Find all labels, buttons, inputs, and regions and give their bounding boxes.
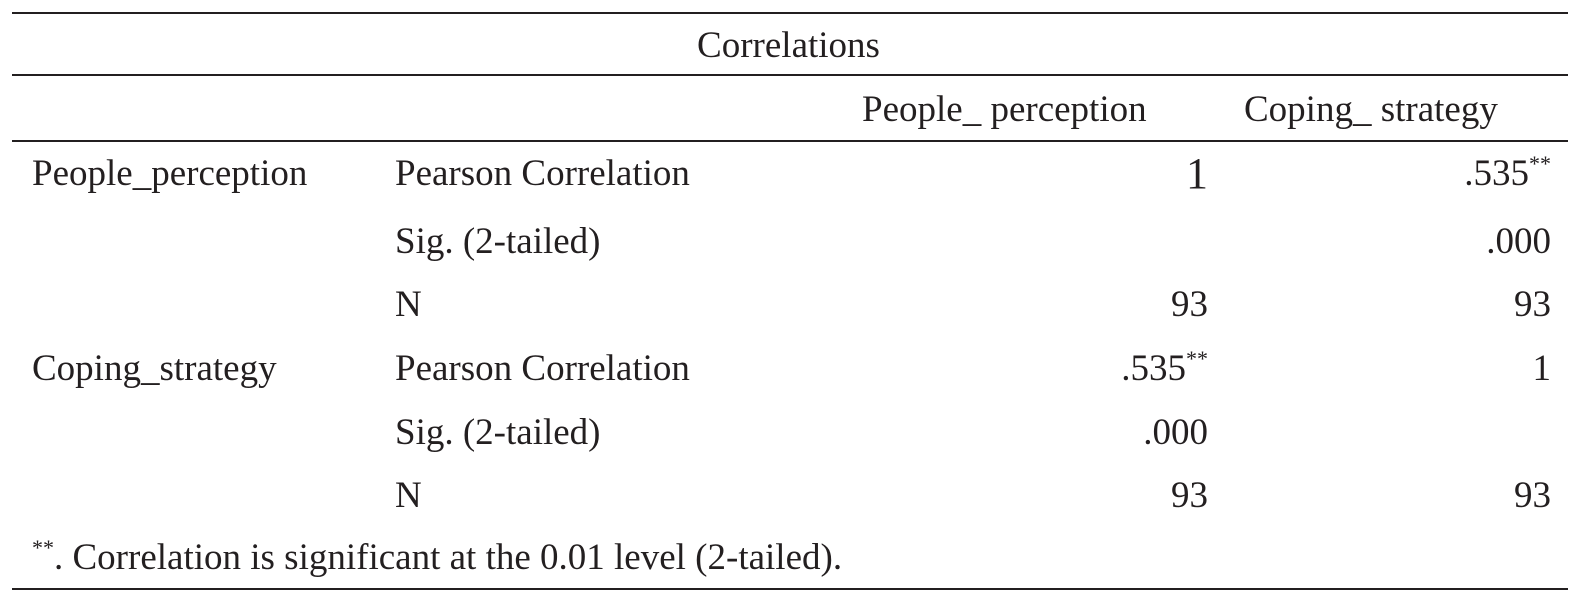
table-footnote: **. Correlation is significant at the 0.… (32, 535, 843, 579)
column-header-coping-strategy: Coping_ strategy (1244, 89, 1498, 130)
stat-label: N (395, 475, 422, 516)
row-variable-coping-strategy: Coping_strategy (32, 348, 277, 389)
stat-label: Sig. (2-tailed) (395, 221, 601, 262)
stat-label: Pearson Correlation (395, 153, 690, 194)
footnote-mark: ** (32, 535, 54, 560)
header-divider (12, 140, 1568, 142)
table-cell: 93 (1171, 475, 1208, 516)
table-cell: 1 (1532, 348, 1552, 389)
table-cell: 93 (1171, 284, 1208, 325)
title-divider (12, 74, 1568, 76)
stat-label: N (395, 284, 422, 325)
table-cell: 93 (1514, 475, 1551, 516)
stat-label: Sig. (2-tailed) (395, 412, 601, 453)
table-cell: .535** (1464, 151, 1551, 195)
table-cell: 1 (1186, 149, 1208, 198)
table-top-rule (12, 12, 1568, 14)
table-cell: 93 (1514, 284, 1551, 325)
table-title: Correlations (697, 25, 880, 66)
significance-mark: ** (1186, 346, 1208, 371)
table-cell: .000 (1143, 412, 1208, 453)
column-header-people-perception: People_ perception (862, 89, 1147, 130)
significance-mark: ** (1529, 151, 1551, 176)
row-variable-people-perception: People_perception (32, 153, 308, 194)
table-bottom-rule (12, 588, 1568, 590)
table-cell: .535** (1121, 346, 1208, 390)
stat-label: Pearson Correlation (395, 348, 690, 389)
table-cell: .000 (1486, 221, 1551, 262)
